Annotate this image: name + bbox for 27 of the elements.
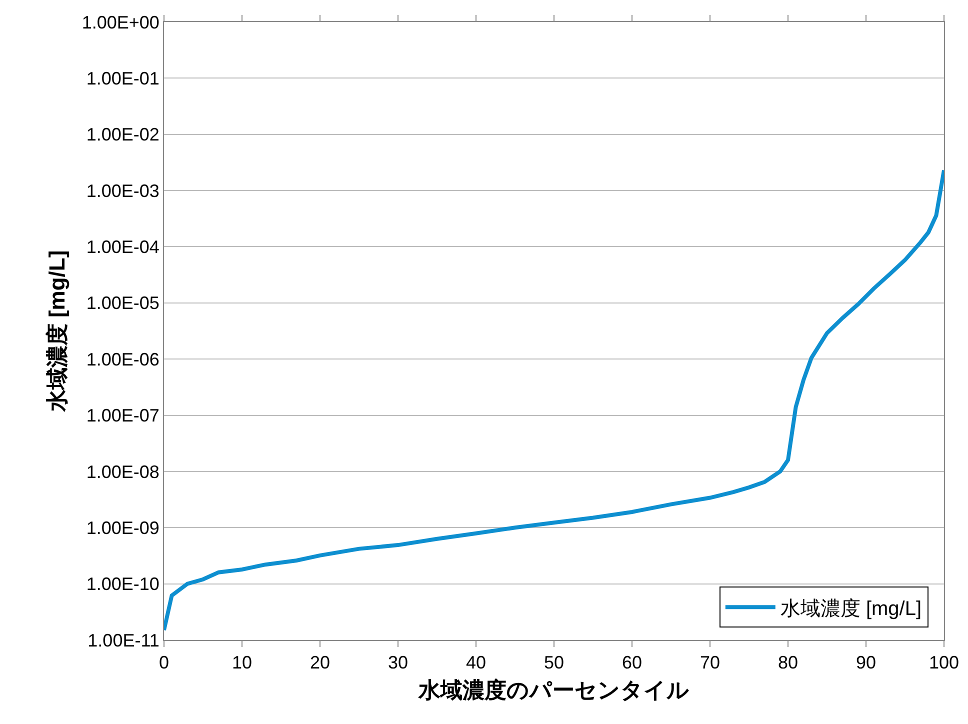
y-tick-label: 1.00E-06	[86, 349, 160, 370]
y-axis-title: 水域濃度 [mg/L]	[44, 250, 70, 413]
y-tick-label: 1.00E-03	[86, 180, 160, 201]
x-tick-label: 30	[388, 652, 408, 673]
y-tick-label: 1.00E-01	[86, 68, 160, 88]
x-axis-title: 水域濃度のパーセンタイル	[418, 678, 690, 702]
x-tick-label: 60	[622, 652, 642, 673]
y-tick-label: 1.00E-09	[86, 518, 160, 538]
x-tick-label: 70	[700, 652, 720, 673]
x-tick-label: 20	[310, 652, 330, 673]
x-tick-label: 50	[544, 652, 564, 673]
y-tick-label: 1.00E-05	[86, 293, 160, 314]
y-tick-label: 1.00E-04	[86, 237, 160, 258]
y-tick-label: 1.00E-10	[86, 574, 160, 594]
x-tick-label: 100	[928, 652, 960, 673]
y-tick-label: 1.00E-02	[86, 124, 160, 145]
x-tick-label: 10	[232, 652, 252, 673]
line-series	[164, 168, 944, 632]
y-tick-label: 1.00E-08	[86, 462, 160, 482]
x-tick-label: 90	[856, 652, 876, 673]
y-tick-label: 1.00E-11	[88, 630, 160, 650]
y-tick-label: 1.00E+00	[82, 12, 160, 32]
x-tick-label: 80	[778, 652, 798, 673]
x-tick-label: 40	[466, 652, 486, 673]
legend-label: 水域濃度 [mg/L]	[780, 598, 922, 620]
y-tick-label: 1.00E-07	[86, 406, 160, 426]
x-tick-label: 0	[158, 652, 170, 673]
